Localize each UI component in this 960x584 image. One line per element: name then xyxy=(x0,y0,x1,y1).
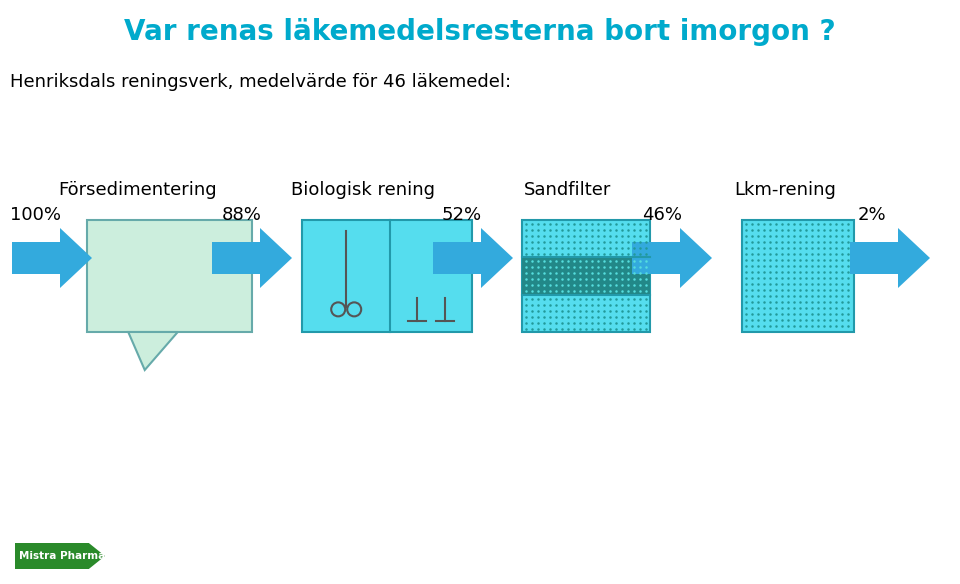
Text: Henriksdals reningsverk, medelvärde för 46 läkemedel:: Henriksdals reningsverk, medelvärde för … xyxy=(10,73,511,91)
Text: Sandfilter: Sandfilter xyxy=(524,181,612,199)
Text: 100%: 100% xyxy=(10,206,61,224)
Bar xyxy=(522,220,650,332)
Text: 52%: 52% xyxy=(442,206,482,224)
Polygon shape xyxy=(129,332,178,370)
Text: Biologisk rening: Biologisk rening xyxy=(291,181,435,199)
Text: 46%: 46% xyxy=(642,206,682,224)
Bar xyxy=(742,220,854,332)
Polygon shape xyxy=(850,228,930,288)
Text: Mistra Pharma: Mistra Pharma xyxy=(19,551,106,561)
Polygon shape xyxy=(433,228,513,288)
Bar xyxy=(302,220,472,332)
Bar xyxy=(87,220,252,332)
Polygon shape xyxy=(212,228,292,288)
Bar xyxy=(522,258,650,295)
Text: 88%: 88% xyxy=(222,206,262,224)
Text: Försedimentering: Försedimentering xyxy=(59,181,217,199)
Polygon shape xyxy=(12,228,92,288)
Polygon shape xyxy=(632,228,712,288)
Polygon shape xyxy=(15,543,105,569)
Text: Lkm-rening: Lkm-rening xyxy=(734,181,836,199)
Text: Var renas läkemedelsresterna bort imorgon ?: Var renas läkemedelsresterna bort imorgo… xyxy=(124,18,836,46)
Text: 2%: 2% xyxy=(858,206,887,224)
